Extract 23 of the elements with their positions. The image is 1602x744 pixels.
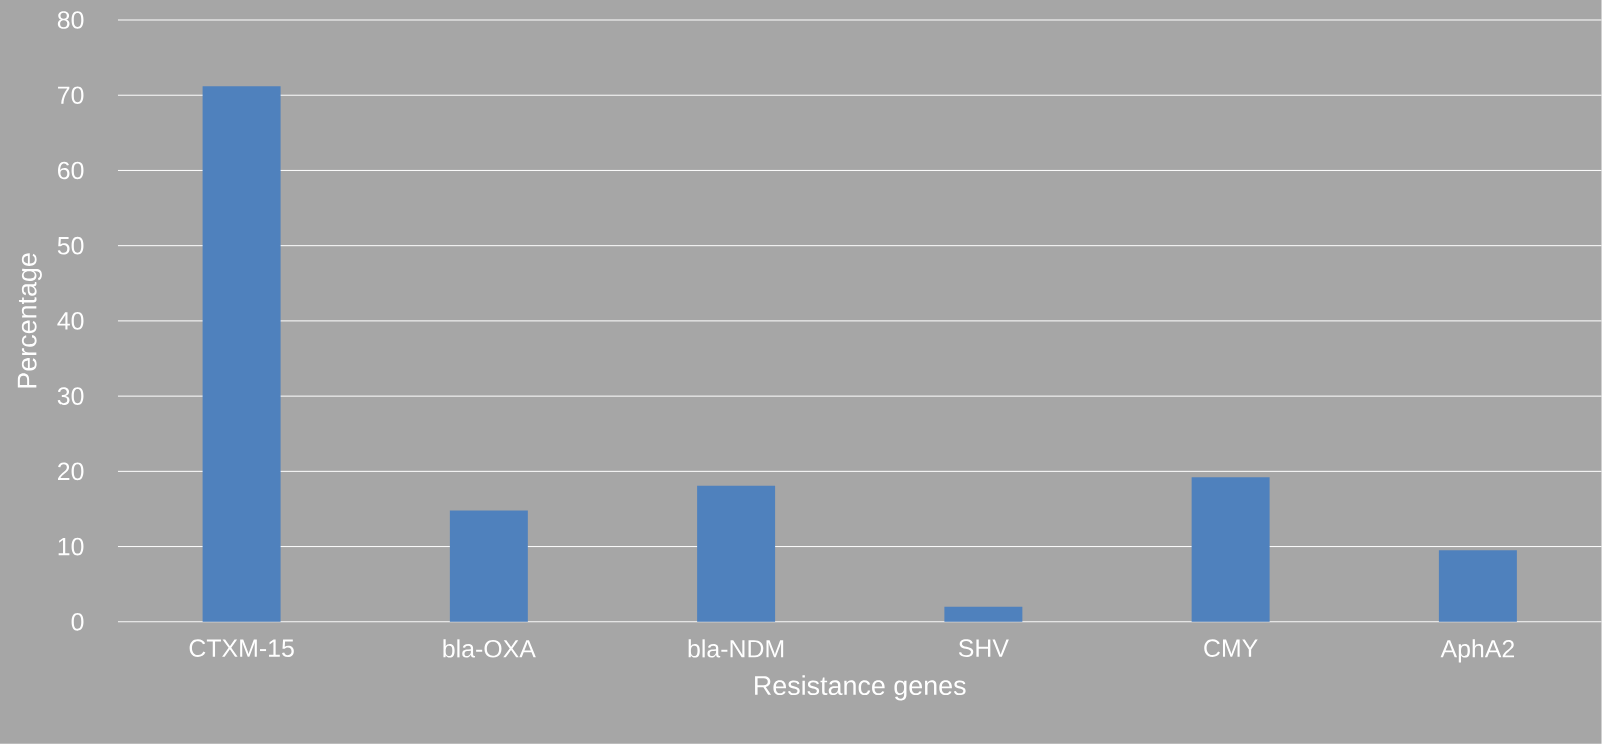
x-tick-label: CTXM-15 (189, 639, 294, 658)
y-tick-label: 40 (57, 312, 84, 330)
x-tick-label: CMY (1204, 639, 1258, 658)
y-axis-title: Percentage (17, 253, 42, 388)
y-tick-label: 10 (58, 537, 84, 556)
x-axis-title: Resistance genes (755, 675, 966, 701)
x-tick-label: AphA2 (1440, 639, 1514, 663)
y-tick-label: 30 (57, 387, 84, 406)
y-tick-label: 80 (57, 11, 84, 29)
x-tick-label: SHV (958, 639, 1009, 658)
y-tick-label: 70 (58, 86, 84, 105)
y-tick-label: 60 (58, 161, 84, 180)
x-tick-label: bla-OXA (443, 639, 536, 658)
y-tick-label: 50 (57, 236, 84, 255)
bar (697, 485, 776, 622)
y-tick-label: 20 (58, 462, 84, 481)
bar (944, 606, 1023, 622)
bar (202, 86, 281, 622)
y-tick-label: 0 (71, 613, 84, 631)
bar (449, 510, 528, 622)
bar (1438, 550, 1517, 622)
x-tick-label: bla-NDM (688, 639, 784, 658)
bar (1191, 477, 1270, 622)
